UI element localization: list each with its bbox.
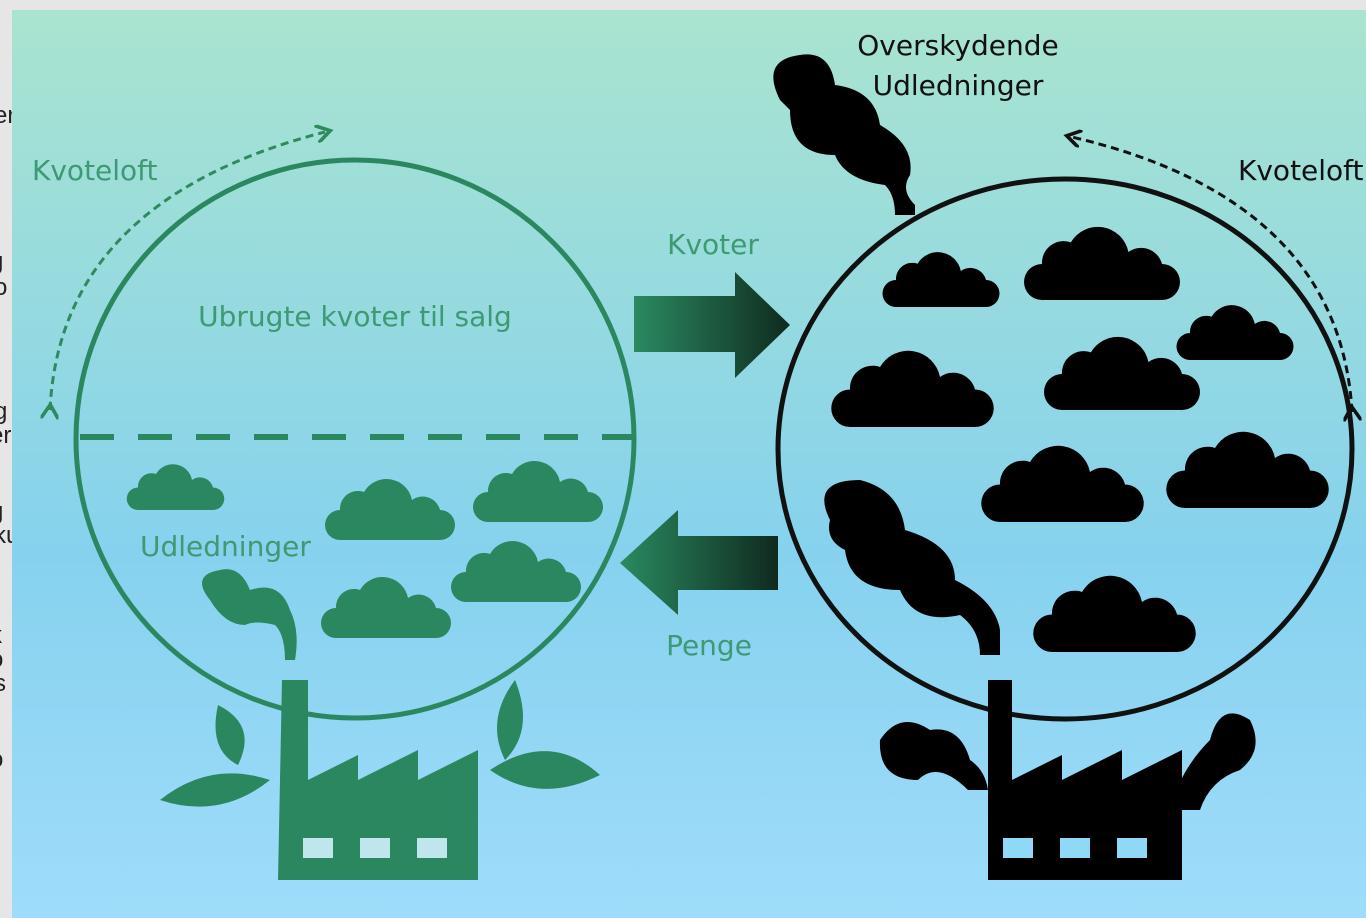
label: Kvoteloft xyxy=(32,154,158,187)
label: Ubrugte kvoter til salg xyxy=(198,300,512,333)
label: Penge xyxy=(666,629,752,662)
label: Udledninger xyxy=(873,69,1044,102)
label: Udledninger xyxy=(140,530,311,563)
page: {"background_fragments": ["er", "t", "g"… xyxy=(0,0,1366,918)
label: Kvoteloft xyxy=(1238,154,1364,187)
label: Overskydende xyxy=(857,29,1058,62)
diagram: Kvoteloft Ubrugte kvoter til salg Udledn… xyxy=(0,0,1366,918)
label: Kvoter xyxy=(667,228,759,261)
